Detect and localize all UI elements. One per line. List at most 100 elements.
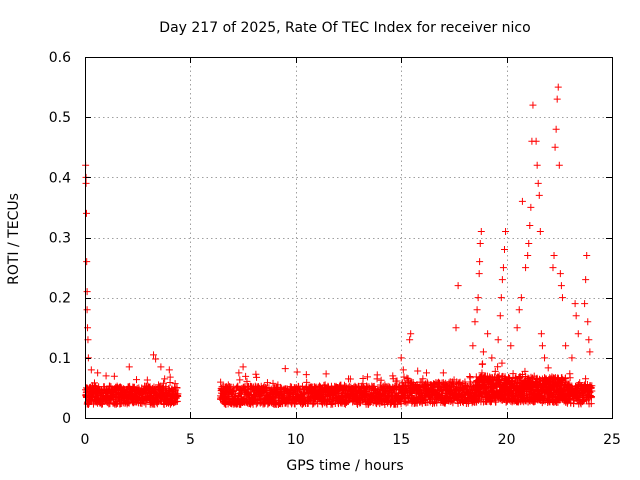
data-point [433, 399, 441, 407]
data-point [83, 306, 91, 314]
x-tick-label: 0 [81, 432, 90, 448]
x-axis-label: GPS time / hours [286, 458, 403, 474]
data-point [407, 330, 415, 338]
data-point [488, 354, 496, 362]
data-point [110, 372, 118, 380]
data-point [400, 373, 408, 381]
data-point [532, 137, 540, 145]
data-point [588, 382, 596, 390]
data-point [518, 197, 526, 205]
data-point [235, 369, 243, 377]
data-point [492, 398, 500, 406]
data-point [557, 282, 565, 290]
data-point [574, 330, 582, 338]
data-point [476, 240, 484, 248]
data-point [497, 294, 505, 302]
data-point [236, 376, 244, 384]
data-point [345, 375, 352, 383]
y-tick-label: 0.2 [49, 291, 71, 307]
tick-labels: 0 5 10 15 20 25 0 0.1 0.2 0.3 0.4 0.5 0.6 [49, 50, 621, 448]
data-point [296, 386, 304, 394]
data-point [94, 369, 102, 377]
data-point [558, 294, 566, 302]
data-point [477, 227, 485, 235]
data-point [220, 399, 228, 407]
data-point [529, 101, 537, 109]
data-point [252, 370, 260, 378]
data-point [498, 276, 506, 284]
data-point [494, 336, 502, 344]
data-point [454, 282, 462, 290]
data-point [419, 375, 427, 383]
data-point [584, 318, 592, 326]
data-point [471, 318, 479, 326]
data-point [541, 354, 549, 362]
data-point [83, 288, 91, 296]
data-point [253, 373, 261, 381]
data-point [224, 381, 232, 389]
data-point [535, 191, 543, 199]
data-point [439, 369, 447, 377]
data-point [586, 348, 594, 356]
data-point [536, 227, 544, 235]
data-point [556, 270, 564, 278]
data-point [484, 330, 492, 338]
data-point [293, 368, 301, 376]
data-point [587, 400, 595, 408]
data-point [479, 348, 487, 356]
data-point [501, 373, 509, 381]
data-point [105, 382, 113, 390]
data-point [373, 371, 381, 379]
data-point [554, 83, 562, 91]
data-point [157, 363, 165, 371]
data-point [422, 369, 430, 377]
data-point [494, 363, 502, 371]
data-point [562, 342, 570, 350]
data-point [84, 354, 92, 362]
data-point [538, 342, 546, 350]
data-point [527, 373, 535, 381]
data-point [133, 376, 141, 384]
data-point [476, 258, 484, 266]
y-tick-label: 0.3 [49, 231, 71, 247]
data-point [217, 378, 225, 386]
data-point [513, 324, 521, 332]
data-point [553, 95, 561, 103]
data-point [393, 377, 401, 385]
data-point [322, 370, 330, 378]
data-point [87, 366, 95, 374]
data-point [389, 372, 397, 380]
data-point [150, 351, 158, 359]
data-point [281, 365, 289, 373]
data-point [469, 342, 477, 350]
y-tick-label: 0.5 [49, 110, 71, 126]
data-point [359, 375, 367, 383]
data-point [479, 360, 487, 368]
data-point [515, 306, 523, 314]
data-point [165, 366, 173, 374]
data-point [102, 372, 110, 380]
chart-title: Day 217 of 2025, Rate Of TEC Index for r… [159, 20, 530, 36]
data-point [370, 382, 378, 390]
data-point [551, 143, 559, 151]
axis-ticks [85, 57, 613, 419]
data-point [269, 379, 277, 387]
data-point [526, 221, 534, 229]
data-point [533, 161, 541, 169]
y-tick-label: 0.4 [49, 170, 71, 186]
data-point [152, 355, 160, 363]
data-point [498, 359, 506, 367]
data-point [502, 227, 510, 235]
y-tick-label: 0 [62, 411, 71, 427]
data-point [377, 376, 385, 384]
y-tick-label: 0.1 [49, 351, 71, 367]
data-point [499, 264, 507, 272]
data-point [475, 270, 483, 278]
x-tick-label: 25 [603, 432, 621, 448]
data-point [263, 379, 271, 387]
data-point [83, 258, 91, 266]
y-axis-label: ROTI / TECUs [6, 193, 22, 285]
data-point [171, 380, 179, 388]
data-point [525, 240, 533, 248]
